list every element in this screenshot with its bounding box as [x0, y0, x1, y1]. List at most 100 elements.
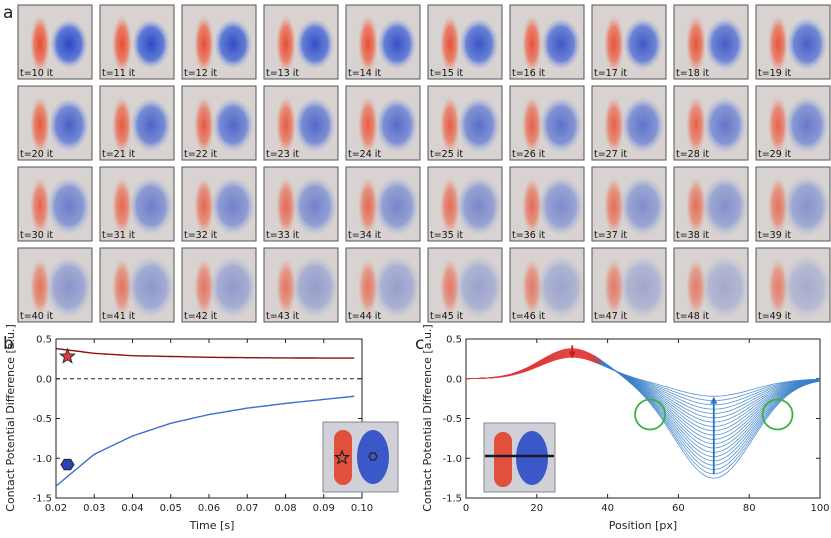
frame-label: t=14 it [348, 68, 381, 79]
red-domain [112, 15, 132, 73]
frame-label: t=48 it [676, 311, 709, 322]
blue-domain [457, 96, 501, 154]
red-domain [686, 177, 706, 235]
red-domain [112, 96, 132, 154]
frame-tile: t=44 it [345, 247, 422, 323]
red-domain [276, 96, 296, 154]
frame-tile: t=35 it [427, 166, 503, 242]
frame-label: t=31 it [102, 230, 135, 241]
red-domain [276, 177, 296, 235]
red-domain [522, 96, 542, 154]
frame-tile: t=47 it [591, 247, 668, 323]
blue-domain [375, 97, 419, 153]
blue-domain [541, 17, 581, 71]
frame-tile: t=28 it [673, 85, 749, 161]
frame-tile: t=36 it [509, 166, 585, 242]
panel-c-inset [483, 422, 556, 493]
blue-domain [619, 175, 667, 237]
series-red-line [56, 347, 355, 359]
blue-domain [782, 254, 831, 320]
frame-label: t=37 it [594, 230, 627, 241]
frame-tile: t=15 it [427, 4, 503, 80]
red-domain [358, 177, 378, 235]
x-tick-label: 0.05 [160, 503, 182, 514]
profile-curve-blue [593, 361, 820, 397]
blue-domain [45, 255, 93, 319]
red-domain [440, 96, 460, 154]
frame-tile: t=14 it [345, 4, 421, 80]
frame-label: t=27 it [594, 149, 627, 160]
frame-label: t=40 it [20, 311, 53, 322]
frame-label: t=30 it [20, 230, 53, 241]
frame-label: t=35 it [430, 230, 463, 241]
blue-domain [130, 97, 172, 153]
frame-label: t=18 it [676, 68, 709, 79]
x-tick-label: 20 [530, 503, 543, 514]
blue-domain [209, 255, 257, 319]
frame-label: t=33 it [266, 230, 299, 241]
blue-domain [46, 176, 92, 236]
frame-tile: t=22 it [181, 85, 257, 161]
panel-c-ylabel: Contact Potential Difference [a.u.] [421, 324, 434, 511]
frame-label: t=45 it [430, 311, 463, 322]
frame-label: t=38 it [676, 230, 709, 241]
frame-tile: t=32 it [181, 166, 257, 242]
red-domain [194, 96, 214, 154]
frame-label: t=17 it [594, 68, 627, 79]
arrow-head-icon [710, 396, 718, 404]
frame-tile: t=19 it [755, 4, 831, 80]
frame-tile: t=30 it [17, 166, 93, 242]
frame-label: t=32 it [184, 230, 217, 241]
red-domain [194, 258, 214, 316]
frame-label: t=15 it [430, 68, 463, 79]
red-domain [686, 15, 706, 73]
frame-tile: t=48 it [673, 247, 750, 323]
frame-tile: t=46 it [509, 247, 586, 323]
red-domain [358, 258, 378, 316]
frame-tile: t=25 it [427, 85, 503, 161]
red-domain [604, 96, 624, 154]
frame-tile: t=13 it [263, 4, 339, 80]
frame-label: t=21 it [102, 149, 135, 160]
panel-b-inset [322, 421, 399, 493]
frame-tile: t=29 it [755, 85, 831, 161]
red-domain [112, 177, 132, 235]
red-domain [522, 258, 542, 316]
blue-domain [377, 18, 417, 70]
blue-domain [622, 17, 664, 71]
frame-label: t=12 it [184, 68, 217, 79]
red-domain [440, 177, 460, 235]
panel-b-ylabel: Contact Potential Difference [a.u.] [4, 324, 17, 511]
blue-domain [704, 17, 746, 71]
red-domain [768, 258, 788, 316]
frame-label: t=16 it [512, 68, 545, 79]
frame-tile: t=41 it [99, 247, 175, 323]
frame-label: t=47 it [594, 311, 627, 322]
x-tick-label: 0.06 [198, 503, 220, 514]
frame-tile: t=34 it [345, 166, 421, 242]
frame-label: t=24 it [348, 149, 381, 160]
panel-a-frames: t=10 it t=11 it t=12 it t=13 it t=14 it t=15 … [17, 4, 831, 323]
blue-domain [131, 18, 171, 70]
x-tick-label: 60 [672, 503, 685, 514]
frame-label: t=41 it [102, 311, 135, 322]
frame-tile: t=18 it [673, 4, 749, 80]
blue-domain [374, 176, 420, 236]
panel-b-chart: 0.02 0.03 0.04 0.05 0.06 0.07 0.08 0.09 0.10 0.5 0… [4, 324, 399, 532]
frame-tile: t=10 it [17, 4, 93, 80]
frame-tile: t=11 it [99, 4, 175, 80]
profile-curve-red [466, 356, 601, 380]
blue-domain [786, 17, 828, 71]
frame-label: t=44 it [348, 311, 381, 322]
blue-domain [459, 17, 499, 71]
frame-label: t=11 it [102, 68, 135, 79]
y-tick-label: -1.0 [442, 454, 462, 465]
frame-tile: t=26 it [509, 85, 585, 161]
hexagon-marker-icon [60, 458, 75, 471]
frame-label: t=13 it [266, 68, 299, 79]
red-domain [30, 258, 50, 316]
red-domain [522, 177, 542, 235]
frame-tile: t=45 it [427, 247, 504, 323]
arrow-head-icon [568, 351, 576, 359]
